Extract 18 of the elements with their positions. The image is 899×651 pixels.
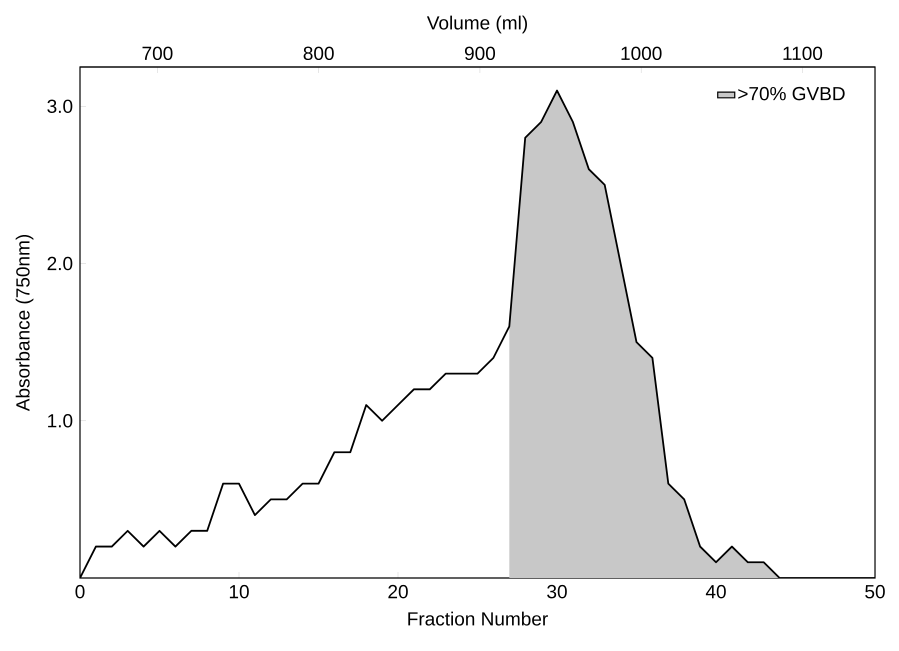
- y-tick-label: 2.0: [48, 256, 72, 270]
- x-axis-title: Fraction Number: [408, 612, 548, 626]
- x2-axis-title: Volume (ml): [426, 16, 527, 34]
- x2-tick-label: 800: [304, 46, 334, 60]
- x-tick-label: 40: [706, 584, 726, 598]
- x-tick-label: 30: [547, 584, 567, 598]
- x2-tick-label: 700: [142, 46, 173, 60]
- y-tick-label: 1.0: [48, 414, 72, 428]
- legend-label: >70% GVBD: [738, 86, 845, 100]
- x-tick-label: 0: [75, 584, 85, 598]
- x2-tick-label: 900: [464, 46, 496, 60]
- x2-tick-label: 1100: [783, 46, 822, 60]
- x-tick-label: 20: [388, 584, 408, 598]
- x-tick-label: 10: [230, 584, 249, 598]
- x-tick-label: 50: [865, 584, 885, 598]
- x2-tick-label: 1000: [622, 46, 662, 60]
- y-axis-title: Absorbance (750nm): [16, 235, 34, 412]
- y-tick-label: 3.0: [47, 100, 72, 114]
